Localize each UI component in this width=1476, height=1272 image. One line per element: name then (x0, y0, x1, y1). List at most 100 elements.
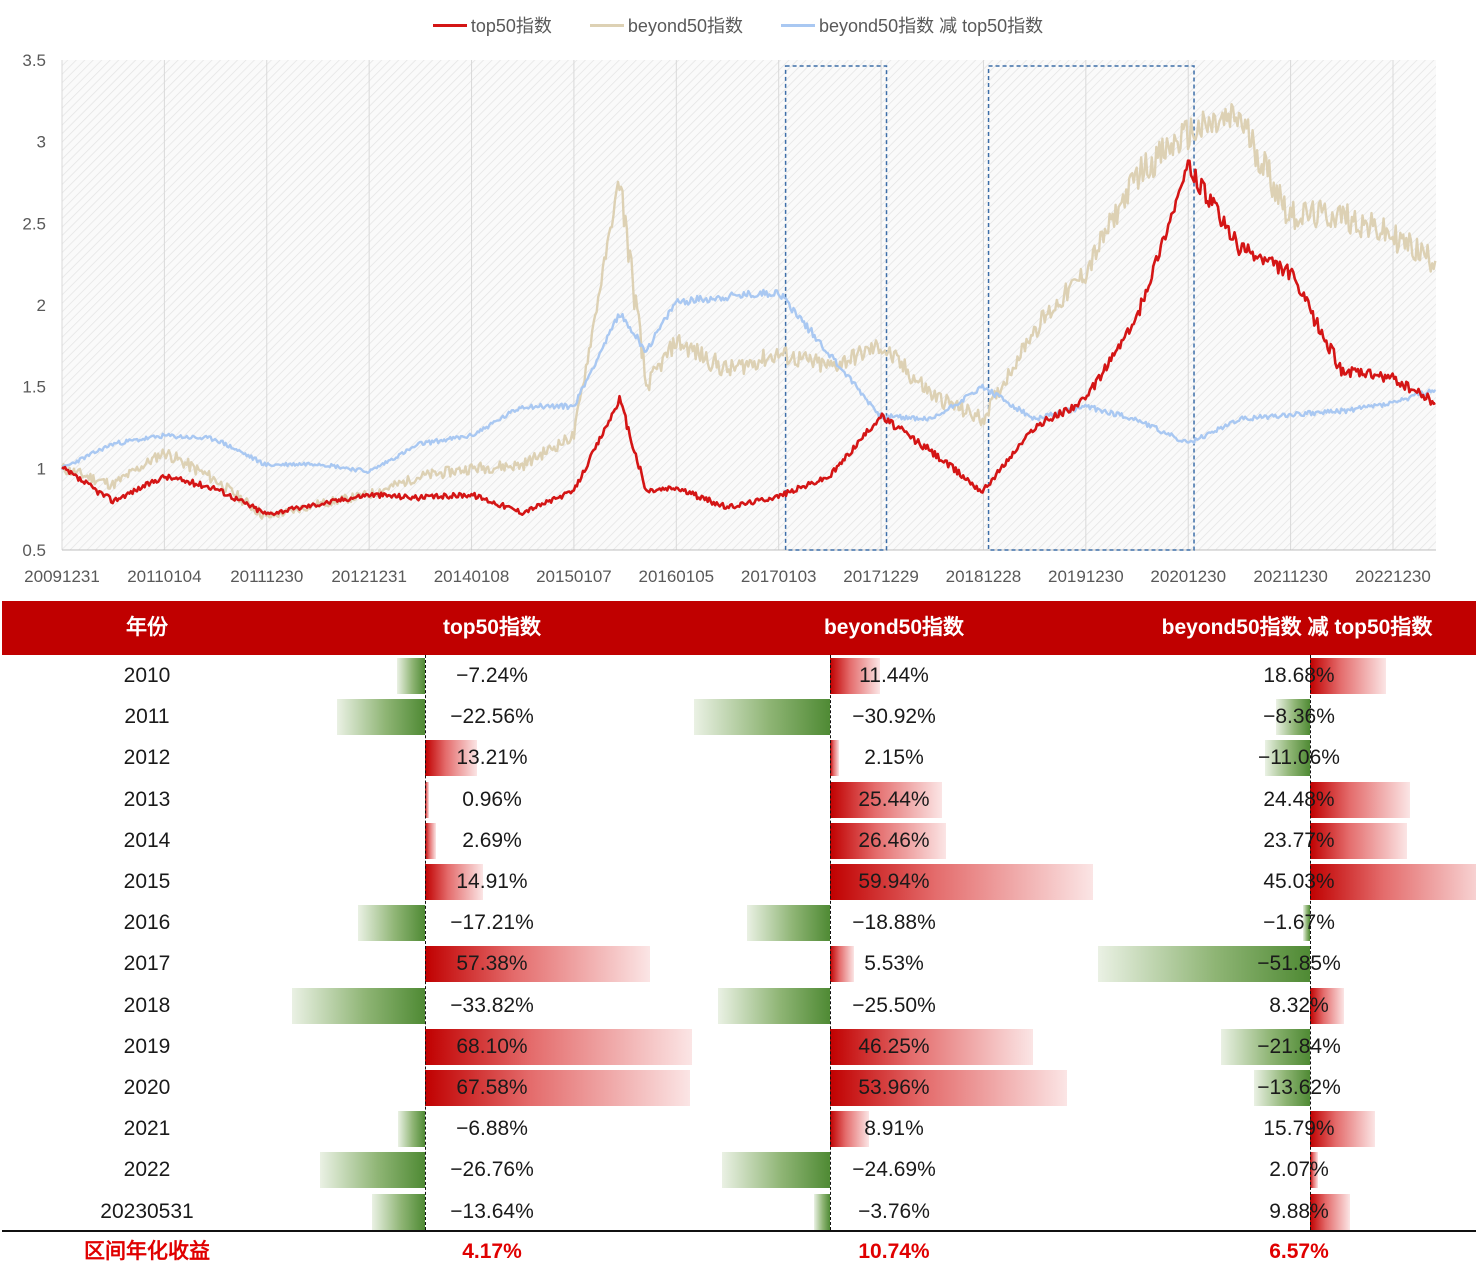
value-beyond50: −24.69% (852, 1158, 936, 1182)
bar-top50 (425, 822, 436, 859)
bar-diff (1310, 864, 1476, 900)
table-row: 2021 −6.88% 8.91% 15.79% (2, 1108, 1476, 1149)
footer-label: 区间年化收益 (84, 1240, 210, 1263)
bar-diff (1303, 905, 1310, 942)
bar-beyond50 (718, 987, 830, 1024)
y-axis-ticks: 0.5 1 1.5 2 2.5 3 3.5 (22, 51, 46, 560)
row-year: 2010 (123, 664, 171, 687)
value-top50: −26.76% (450, 1158, 534, 1182)
bar-top50 (398, 1111, 425, 1148)
value-diff: −11.06% (1258, 746, 1340, 770)
value-top50: 68.10% (456, 1034, 528, 1058)
table-row: 2020 67.58% 53.96% −13.62% (2, 1067, 1476, 1108)
plot-area (62, 60, 1436, 550)
row-year: 2021 (123, 1117, 171, 1141)
value-beyond50: 26.46% (858, 828, 930, 852)
value-top50: 57.38% (456, 952, 528, 976)
value-diff: 2.07% (1269, 1158, 1329, 1182)
row-year: 2012 (123, 746, 171, 770)
y-tick-label: 1.5 (22, 378, 46, 397)
value-top50: 67.58% (456, 1076, 528, 1099)
bar-top50 (357, 905, 425, 942)
zero-line-diff (1310, 655, 1311, 1230)
value-top50: 13.21% (456, 746, 528, 770)
value-diff: 15.79% (1263, 1117, 1335, 1141)
y-tick-label: 3.5 (22, 51, 46, 70)
highlight-boxes (784, 65, 1195, 551)
x-tick-label: 20201230 (1150, 567, 1226, 586)
value-top50: 0.96% (462, 787, 522, 811)
bar-top50 (371, 1193, 425, 1230)
bar-beyond50 (830, 822, 947, 859)
header-year: 年份 (126, 616, 168, 639)
x-tick-label: 20140108 (434, 567, 510, 586)
bar-beyond50 (721, 1152, 830, 1189)
value-beyond50: −3.76% (858, 1199, 930, 1223)
value-diff: 8.32% (1269, 993, 1329, 1017)
bar-beyond50 (830, 1070, 1067, 1106)
value-diff: −13.62% (1257, 1076, 1341, 1099)
value-diff: 18.68% (1263, 664, 1335, 687)
header-top50: top50指数 (442, 616, 541, 639)
value-beyond50: 11.44% (859, 664, 929, 687)
table-row: 2012 13.21% 2.15% −11.06% (2, 737, 1476, 778)
value-top50: −22.56% (450, 705, 534, 729)
bar-beyond50 (694, 699, 830, 736)
table-row: 2013 0.96% 25.44% 24.48% (2, 779, 1476, 820)
series-line-top50 (61, 159, 1436, 516)
table-row: 2022 −26.76% −24.69% 2.07% (2, 1149, 1476, 1190)
zero-line-top50 (425, 655, 426, 1230)
footer-beyond50: 10.74% (858, 1240, 930, 1263)
highlight-box (987, 65, 1195, 551)
legend-item-top50: top50指数 (432, 12, 552, 38)
table-row: 20230531 −13.64% −3.76% 9.88% (2, 1191, 1476, 1232)
value-beyond50: −30.92% (852, 705, 936, 729)
value-diff: −51.85% (1257, 952, 1341, 976)
bar-diff (1275, 699, 1310, 736)
bar-top50 (425, 864, 484, 900)
table-row: 2014 2.69% 26.46% 23.77% (2, 820, 1476, 861)
x-tick-label: 20091231 (24, 567, 100, 586)
row-year: 2013 (123, 787, 171, 811)
legend-item-diff: beyond50指数 减 top50指数 (781, 12, 1043, 38)
row-year: 2018 (123, 993, 171, 1017)
value-top50: −6.88% (456, 1117, 528, 1141)
table-row: 2017 57.38% 5.53% −51.85% (2, 943, 1476, 984)
row-year: 2022 (123, 1158, 171, 1182)
bar-diff (1310, 822, 1408, 859)
value-diff: 24.48% (1263, 787, 1335, 811)
x-tick-label: 20150107 (536, 567, 612, 586)
bar-diff (1310, 1193, 1351, 1230)
value-top50: −17.21% (450, 911, 534, 935)
x-tick-label: 20181228 (946, 567, 1022, 586)
table-header: 年份 top50指数 beyond50指数 beyond50指数 减 top50… (2, 601, 1476, 655)
table-row: 2019 68.10% 46.25% −21.84% (2, 1026, 1476, 1067)
legend-swatch-beyond50 (589, 23, 624, 27)
x-tick-label: 20171229 (843, 567, 919, 586)
bar-top50 (425, 946, 650, 983)
value-beyond50: 53.96% (858, 1076, 930, 1099)
bar-diff (1310, 658, 1387, 694)
bar-beyond50 (830, 658, 881, 694)
bar-diff (1310, 1152, 1319, 1189)
bar-beyond50 (830, 946, 855, 983)
row-year: 20230531 (100, 1199, 194, 1223)
bar-beyond50 (813, 1193, 830, 1230)
bar-top50 (425, 781, 429, 818)
value-beyond50: 25.44% (858, 787, 930, 811)
bar-top50 (320, 1152, 425, 1189)
row-year: 2016 (123, 911, 171, 935)
y-tick-label: 2.5 (22, 214, 46, 233)
row-year: 2014 (123, 828, 171, 852)
x-tick-label: 20121231 (331, 567, 407, 586)
x-tick-label: 20160105 (638, 567, 714, 586)
bar-diff (1310, 1111, 1375, 1148)
value-beyond50: −18.88% (852, 911, 936, 935)
value-beyond50: 2.15% (864, 746, 924, 770)
bar-top50 (425, 1070, 690, 1106)
chart-legend: top50指数 beyond50指数 beyond50指数 减 top50指数 (0, 12, 1476, 38)
row-year: 2017 (123, 952, 171, 976)
value-beyond50: 5.53% (864, 952, 924, 976)
x-tick-label: 20191230 (1048, 567, 1124, 586)
bar-beyond50 (830, 781, 942, 818)
